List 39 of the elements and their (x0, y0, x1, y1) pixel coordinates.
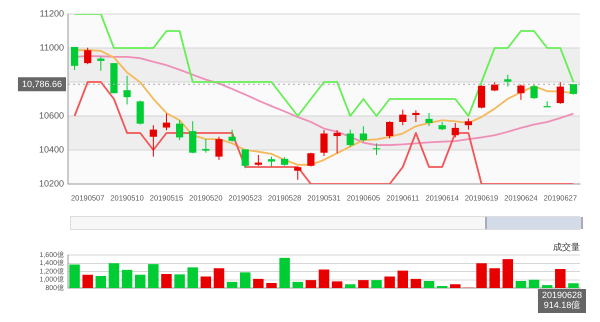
candlestick (425, 112, 433, 127)
candlestick (307, 152, 314, 167)
candlestick (84, 47, 92, 65)
y-tick-label: 11200 (40, 8, 64, 18)
y-tick-label: 10600 (38, 110, 64, 120)
candlestick (399, 109, 406, 126)
candlestick (162, 113, 170, 131)
candlestick (189, 120, 196, 154)
candlestick (320, 130, 328, 156)
candlestick (360, 126, 367, 142)
candlestick (97, 56, 104, 72)
candlestick (556, 82, 564, 104)
y-tick-label: 11000 (40, 42, 64, 52)
candlestick (412, 110, 420, 122)
candlestick (294, 166, 302, 180)
candlestick (346, 129, 354, 148)
y-tick-label: 10400 (38, 144, 64, 154)
candlestick (242, 148, 249, 169)
candlestick (123, 75, 131, 105)
candlestick (254, 154, 262, 166)
ref-line-label: 10,786.66 (22, 78, 62, 89)
candlestick (136, 100, 144, 125)
text: 20190628 914.18億 (542, 290, 582, 310)
candlestick (215, 136, 223, 160)
candlestick (530, 84, 538, 100)
candlestick (386, 120, 394, 139)
series-label: 成交量 (553, 242, 580, 252)
candlestick (478, 84, 486, 109)
candlestick (228, 129, 236, 142)
candlestick (202, 138, 210, 154)
candlestick (334, 130, 341, 154)
candlestick (517, 84, 525, 100)
candlestick (268, 156, 276, 167)
candlestick (70, 46, 78, 71)
candlestick (372, 142, 380, 156)
candlestick (176, 120, 184, 141)
candlestick (452, 122, 459, 138)
candlestick (150, 124, 157, 158)
y-tick-label: 10200 (38, 178, 64, 188)
